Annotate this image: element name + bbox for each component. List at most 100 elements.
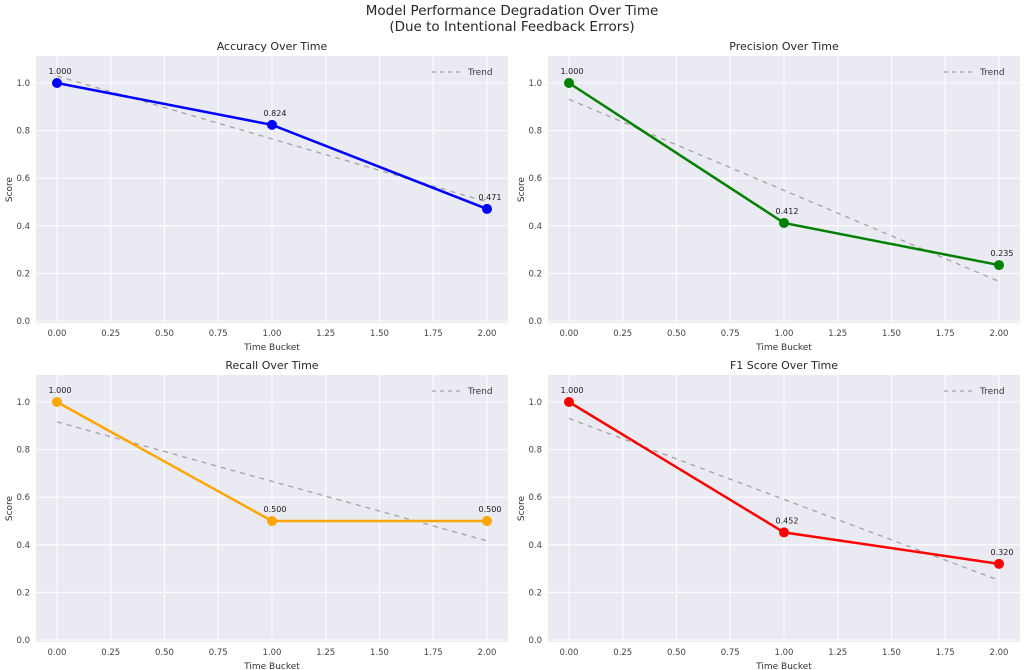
- x-tick-label: 1.50: [370, 648, 389, 658]
- chart-svg: Recall Over Time 0.00 0.25 0.50 0.75 1.00 1.25…: [5, 359, 508, 670]
- point-label: 0.471: [479, 193, 502, 202]
- y-tick-label: 1.0: [16, 398, 30, 408]
- y-tick-label: 0.0: [16, 636, 30, 646]
- chart-svg: Accuracy Over Time 0.00 0.25 0.50 0.75 1.00 1.…: [5, 40, 508, 353]
- x-tick-label: 0.75: [209, 329, 228, 339]
- x-tick-label: 2.00: [478, 329, 497, 339]
- point-label: 1.000: [49, 67, 72, 76]
- x-tick-label: 1.25: [316, 648, 335, 658]
- trend-line: [568, 98, 1000, 282]
- x-tick-label: 1.00: [775, 329, 794, 339]
- point-label: 1.000: [561, 67, 584, 76]
- y-tick-label: 1.0: [16, 79, 30, 89]
- chart-f1: F1 Score Over Time 0.00 0.25 0.50 0.75 1.00 1.…: [512, 352, 1024, 670]
- x-axis-label: Time Bucket: [243, 343, 300, 352]
- x-tick-label: 2.00: [990, 648, 1009, 658]
- x-tick-label: 2.00: [990, 329, 1009, 339]
- legend: Trend: [432, 68, 493, 78]
- chart-title: Accuracy Over Time: [217, 40, 328, 53]
- x-tick-label: 0.25: [101, 648, 120, 658]
- point-label: 0.235: [991, 249, 1014, 258]
- x-tick-label: 0.75: [209, 648, 228, 658]
- data-point: [779, 527, 789, 538]
- chart-accuracy: Accuracy Over Time 0.00 0.25 0.50 0.75 1.00 1.…: [0, 33, 512, 353]
- point-label: 0.412: [776, 207, 799, 216]
- x-tick-label: 0.00: [560, 329, 579, 339]
- chart-recall: Recall Over Time 0.00 0.25 0.50 0.75 1.00 1.25…: [0, 352, 512, 670]
- point-label: 1.000: [49, 386, 72, 395]
- x-tick-label: 1.00: [263, 329, 282, 339]
- data-point: [482, 516, 492, 526]
- chart-title: F1 Score Over Time: [730, 359, 838, 372]
- data-point: [564, 397, 574, 407]
- figure-suptitle: Model Performance Degradation Over Time …: [0, 3, 1024, 35]
- y-axis-label: Score: [5, 495, 15, 521]
- chart-svg: Precision Over Time 0.00 0.25 0.50 0.75 1.00 1…: [517, 40, 1020, 353]
- x-tick-label: 0.75: [721, 648, 740, 658]
- x-tick-label: 0.50: [155, 329, 174, 339]
- chart-title: Recall Over Time: [225, 359, 318, 372]
- y-tick-label: 0.8: [528, 127, 542, 137]
- y-tick-label: 0.0: [16, 317, 30, 327]
- data-point: [267, 516, 277, 526]
- legend-label: Trend: [467, 387, 493, 397]
- x-tick-label: 1.00: [263, 648, 282, 658]
- x-tick-label: 0.50: [667, 648, 686, 658]
- y-tick-label: 0.2: [16, 588, 30, 598]
- legend: Trend: [944, 387, 1005, 397]
- y-tick-label: 0.6: [528, 493, 542, 503]
- legend-label: Trend: [979, 387, 1005, 397]
- legend-label: Trend: [979, 68, 1005, 78]
- x-tick-label: 1.00: [775, 648, 794, 658]
- y-tick-label: 0.8: [528, 446, 542, 456]
- point-label: 0.452: [776, 516, 799, 525]
- data-point: [994, 260, 1004, 271]
- x-tick-label: 0.75: [721, 329, 740, 339]
- y-tick-label: 0.8: [16, 446, 30, 456]
- point-label: 1.000: [561, 386, 584, 395]
- y-tick-label: 1.0: [528, 398, 542, 408]
- x-tick-label: 1.50: [370, 329, 389, 339]
- y-tick-label: 0.0: [528, 317, 542, 327]
- x-tick-label: 1.75: [936, 648, 955, 658]
- y-axis-label: Score: [517, 176, 527, 202]
- data-point: [994, 558, 1004, 569]
- legend-label: Trend: [467, 68, 493, 78]
- chart-svg: F1 Score Over Time 0.00 0.25 0.50 0.75 1.00 1.…: [517, 359, 1020, 670]
- y-axis-label: Score: [517, 495, 527, 521]
- x-tick-label: 1.75: [936, 329, 955, 339]
- chart-title: Precision Over Time: [729, 40, 839, 53]
- data-point: [52, 78, 62, 88]
- x-tick-label: 1.25: [316, 329, 335, 339]
- data-point: [482, 203, 492, 214]
- legend: Trend: [432, 387, 493, 397]
- y-tick-label: 0.6: [16, 174, 30, 184]
- point-label: 0.824: [264, 109, 287, 118]
- y-tick-label: 0.2: [16, 269, 30, 279]
- y-tick-label: 0.8: [16, 127, 30, 137]
- y-tick-label: 0.2: [528, 588, 542, 598]
- x-tick-label: 1.50: [882, 329, 901, 339]
- x-axis-label: Time Bucket: [243, 662, 300, 670]
- y-tick-label: 0.0: [528, 636, 542, 646]
- y-tick-label: 0.4: [528, 541, 542, 551]
- x-tick-label: 0.00: [560, 648, 579, 658]
- data-point: [267, 119, 277, 130]
- point-label: 0.500: [479, 505, 502, 514]
- y-tick-label: 0.2: [528, 269, 542, 279]
- y-tick-label: 0.4: [16, 222, 30, 232]
- chart-precision: Precision Over Time 0.00 0.25 0.50 0.75 1.00 1…: [512, 33, 1024, 353]
- point-label: 0.320: [991, 548, 1014, 557]
- x-tick-label: 0.25: [613, 648, 632, 658]
- x-tick-label: 1.50: [882, 648, 901, 658]
- y-tick-label: 0.6: [528, 174, 542, 184]
- x-tick-label: 2.00: [478, 648, 497, 658]
- data-point: [52, 397, 62, 407]
- data-point: [779, 217, 789, 228]
- y-tick-label: 0.6: [16, 493, 30, 503]
- legend: Trend: [944, 68, 1005, 78]
- x-tick-label: 0.25: [613, 329, 632, 339]
- x-tick-label: 1.25: [828, 648, 847, 658]
- y-tick-label: 1.0: [528, 79, 542, 89]
- x-tick-label: 1.75: [424, 329, 443, 339]
